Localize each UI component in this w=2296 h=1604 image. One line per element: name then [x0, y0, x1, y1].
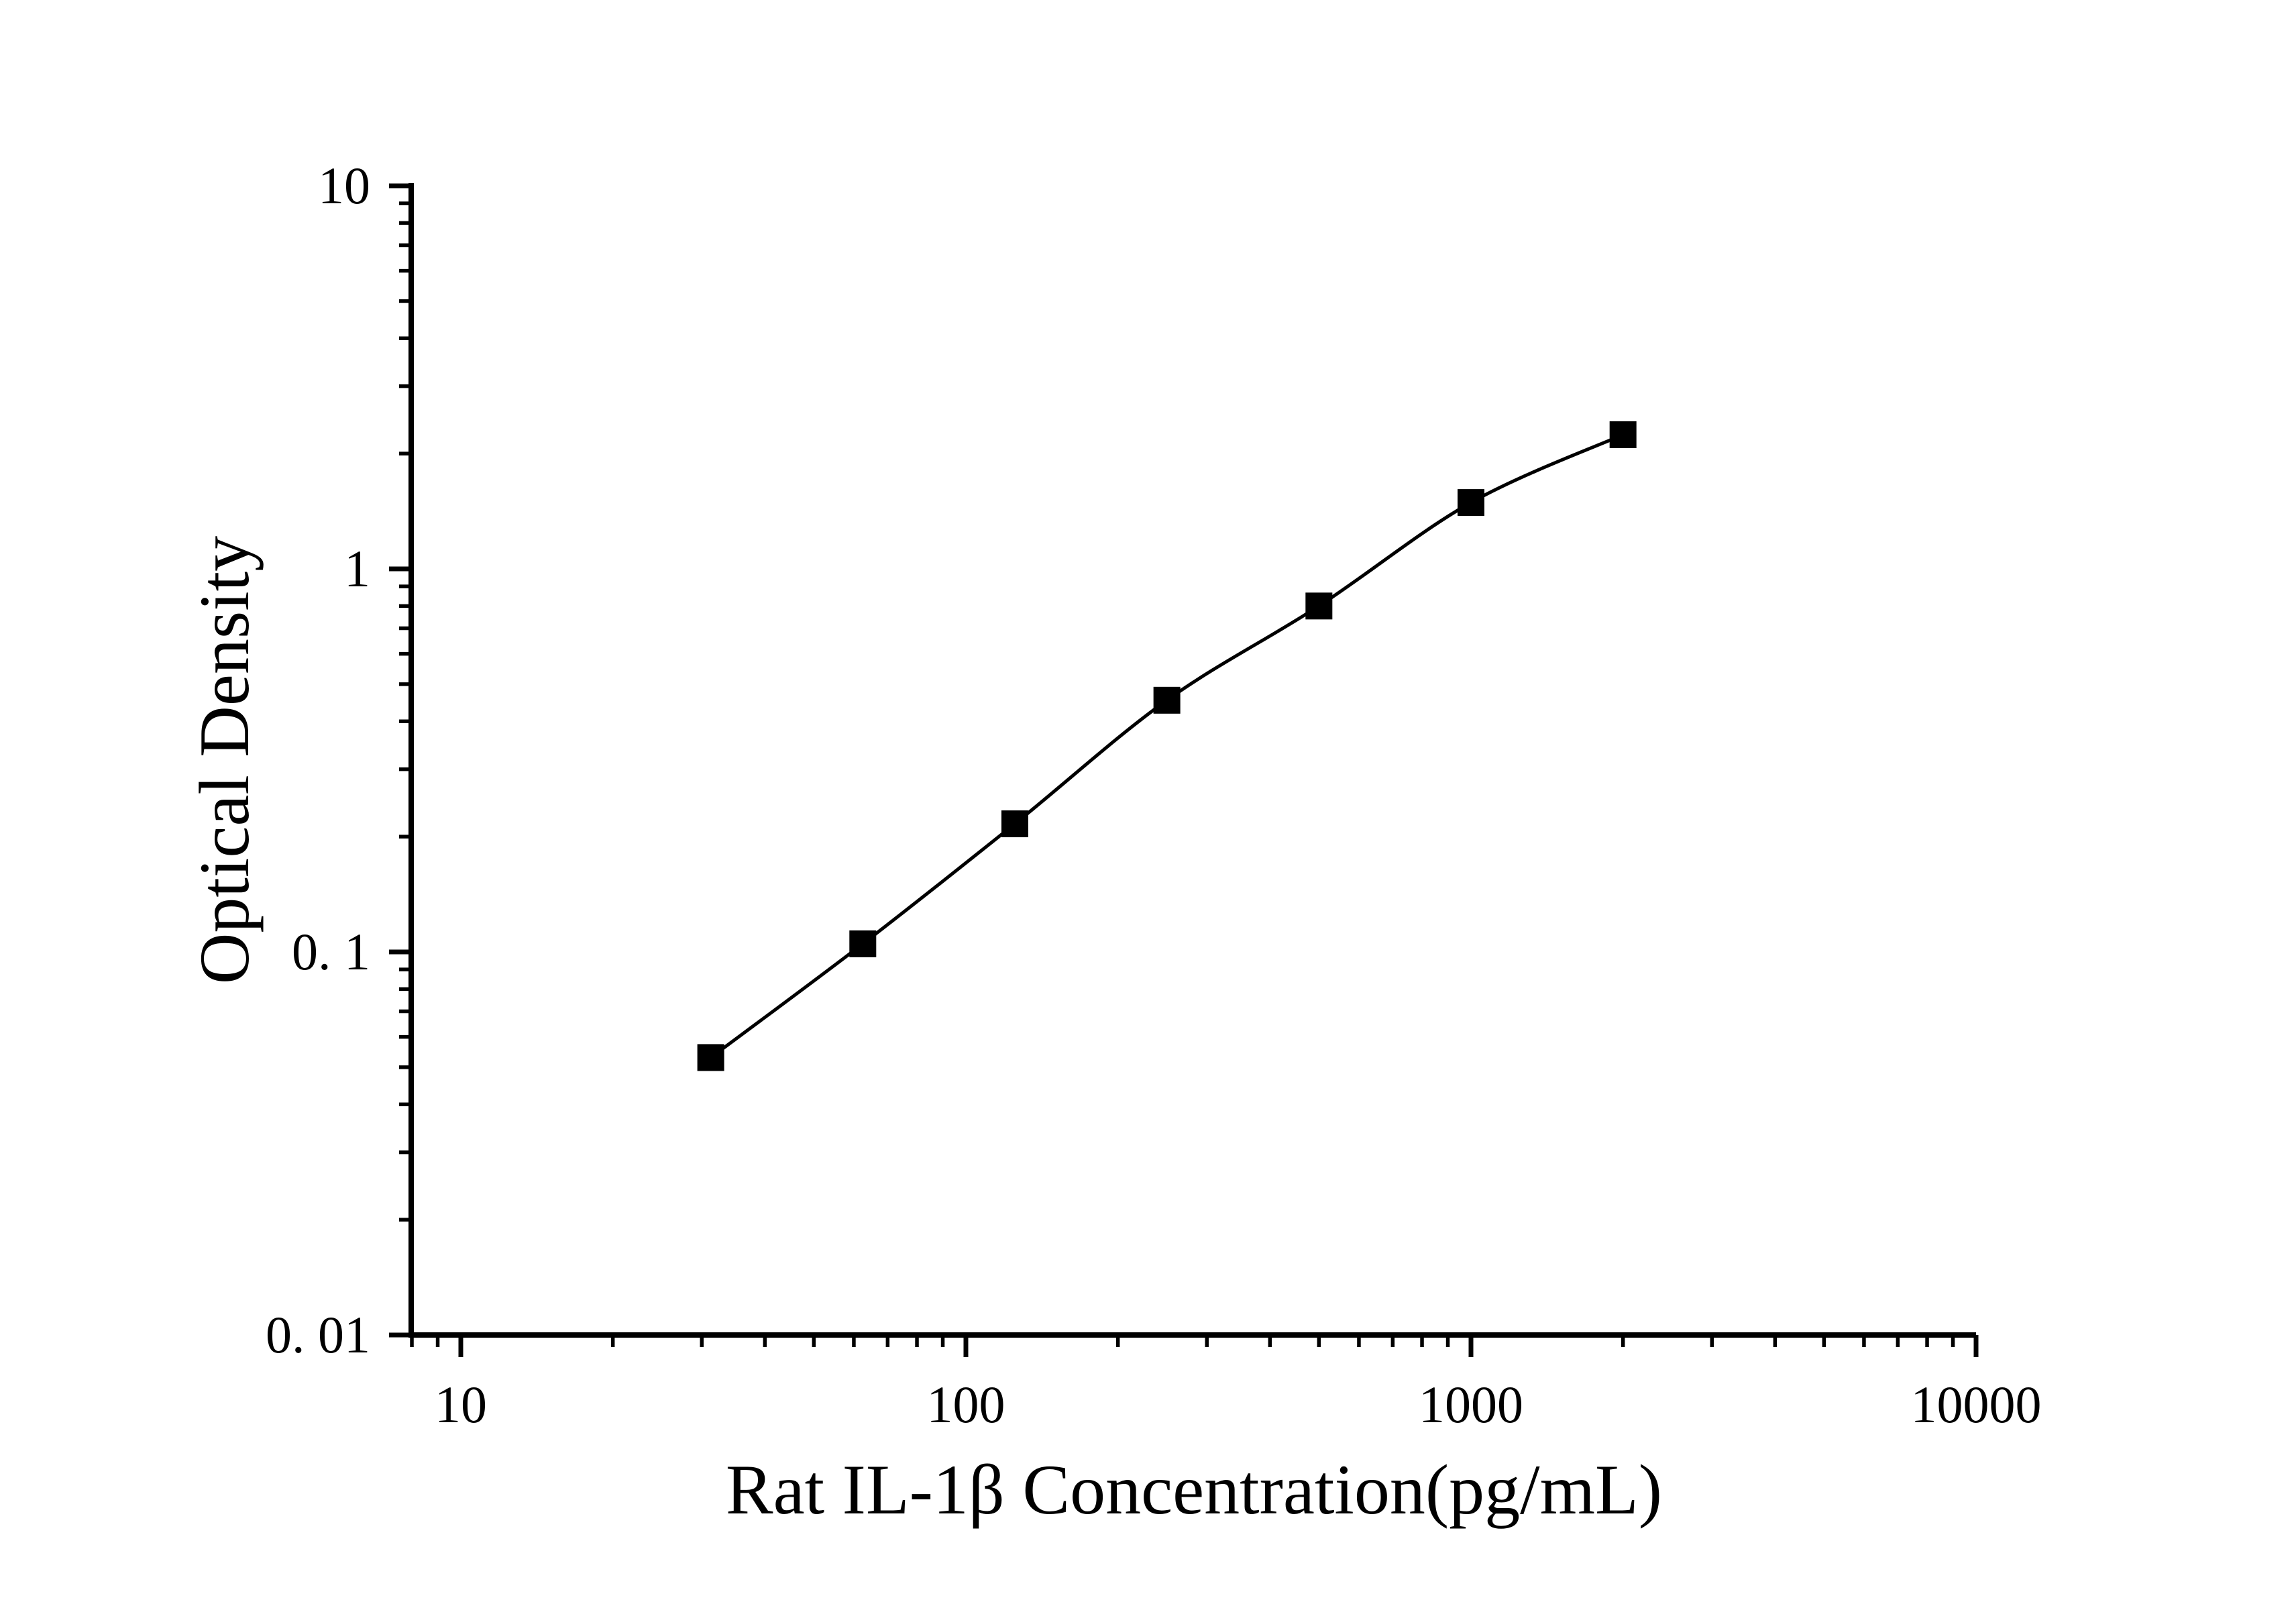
data-point-marker — [1458, 489, 1484, 517]
data-point-marker — [1609, 421, 1637, 449]
y-tick-label: 0. 1 — [292, 922, 370, 981]
y-axis-ticks — [389, 183, 411, 1338]
y-tick-label: 0. 01 — [266, 1305, 370, 1364]
x-axis-ticks — [410, 1335, 1979, 1357]
y-axis-tick-labels: 10 1 0. 1 0. 01 — [266, 156, 370, 1364]
x-tick-label: 10000 — [1911, 1375, 2042, 1434]
x-axis-tick-labels: 10 100 1000 10000 — [435, 1375, 2042, 1434]
curve-path — [710, 433, 1624, 1059]
data-point-marker — [1001, 810, 1028, 838]
y-tick-label: 1 — [344, 539, 370, 598]
x-tick-label: 100 — [927, 1375, 1005, 1434]
y-tick-label: 10 — [318, 156, 370, 215]
data-point-marker — [697, 1044, 724, 1071]
x-tick-label: 10 — [435, 1375, 487, 1434]
data-point-marker — [1305, 592, 1333, 620]
data-point-marker — [849, 930, 877, 957]
data-series — [697, 421, 1637, 1071]
y-axis-label: Optical Density — [185, 536, 264, 984]
x-tick-label: 1000 — [1419, 1375, 1523, 1434]
data-point-marker — [1153, 686, 1181, 714]
axes — [408, 183, 1976, 1338]
x-axis-label: Rat IL-1β Concentration(pg/mL) — [726, 1450, 1662, 1529]
